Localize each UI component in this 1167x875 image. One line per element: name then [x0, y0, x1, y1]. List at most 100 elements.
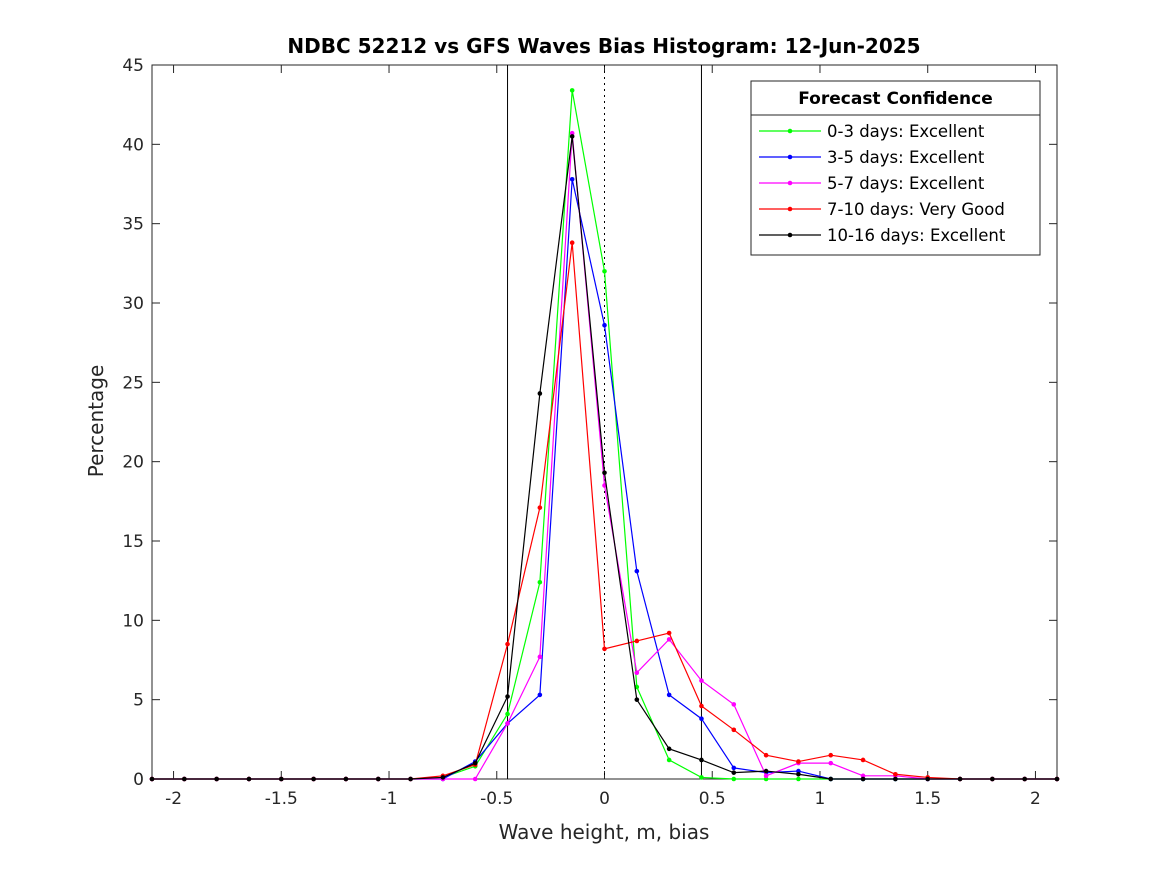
data-point	[537, 505, 543, 510]
data-point	[731, 776, 737, 782]
data-point	[602, 268, 607, 274]
data-point	[182, 776, 187, 782]
data-point	[278, 776, 284, 782]
data-point	[537, 692, 543, 698]
data-point	[893, 776, 898, 782]
data-point	[505, 711, 510, 717]
data-point	[602, 470, 607, 476]
legend-swatch-marker	[787, 232, 793, 238]
data-point	[828, 752, 834, 758]
data-point	[214, 776, 219, 782]
legend-swatch-marker	[787, 128, 793, 134]
legend-entry: 0-3 days: Excellent	[827, 122, 985, 141]
data-point	[828, 776, 834, 782]
data-point	[666, 757, 672, 763]
data-point	[893, 771, 898, 777]
data-point	[796, 771, 801, 777]
data-point	[505, 641, 510, 647]
data-point	[925, 776, 931, 782]
data-point	[731, 702, 737, 707]
y-tick-label: 15	[122, 532, 144, 552]
data-point	[602, 646, 607, 652]
legend-swatch-marker	[787, 154, 793, 160]
data-point	[472, 776, 478, 782]
series-5	[149, 134, 1060, 782]
legend-entry: 7-10 days: Very Good	[827, 200, 1005, 219]
data-point	[311, 776, 316, 782]
data-point	[763, 768, 769, 774]
data-point	[860, 757, 866, 763]
data-point	[731, 727, 737, 733]
legend: Forecast Confidence 0-3 days: Excellent 3-…	[750, 80, 1041, 256]
x-tick-label: -2	[165, 789, 182, 809]
legend-swatch-marker	[787, 180, 793, 186]
data-point	[666, 692, 672, 698]
y-tick-label: 30	[122, 294, 144, 314]
data-point	[408, 776, 413, 782]
data-point	[569, 88, 575, 93]
data-point	[472, 760, 478, 766]
data-point	[763, 752, 769, 758]
data-point	[634, 568, 640, 574]
y-tick-label: 35	[122, 215, 144, 235]
data-point	[731, 770, 737, 775]
data-point	[505, 694, 510, 699]
data-point	[957, 776, 963, 782]
data-point	[990, 776, 995, 782]
data-point	[860, 773, 866, 779]
data-point	[246, 776, 252, 782]
legend-entry: 10-16 days: Excellent	[827, 226, 1006, 245]
x-tick-label: 1	[815, 789, 826, 809]
data-point	[796, 776, 801, 782]
data-point	[666, 637, 672, 642]
x-axis-label: Wave height, m, bias	[499, 820, 710, 844]
y-tick-label: 25	[122, 373, 144, 393]
legend-entry: 5-7 days: Excellent	[827, 174, 985, 193]
y-tick-label: 40	[122, 135, 144, 155]
data-point	[699, 703, 704, 709]
y-tick-label: 5	[133, 691, 144, 711]
data-point	[569, 134, 575, 139]
data-point	[537, 391, 543, 396]
y-tick-label: 45	[122, 56, 144, 76]
y-tick-label: 0	[133, 770, 144, 790]
legend-title: Forecast Confidence	[798, 89, 993, 109]
data-point	[860, 776, 866, 782]
data-point	[634, 670, 640, 675]
y-axis-label: Percentage	[84, 365, 108, 478]
data-point	[634, 697, 640, 702]
data-point	[763, 773, 769, 779]
data-point	[602, 322, 607, 328]
data-point	[505, 721, 510, 726]
data-point	[569, 240, 575, 246]
x-tick-label: 0.5	[699, 789, 726, 809]
data-point	[537, 654, 543, 660]
data-point	[699, 775, 704, 780]
data-point	[634, 638, 640, 644]
data-point	[666, 630, 672, 636]
x-tick-label: -0.5	[480, 789, 513, 809]
x-tick-label: 1.5	[914, 789, 941, 809]
data-point	[1054, 776, 1060, 782]
x-tick-label: -1.5	[265, 789, 298, 809]
data-point	[699, 757, 704, 763]
data-point	[375, 776, 381, 782]
data-point	[828, 760, 834, 766]
data-point	[699, 716, 704, 722]
data-point	[763, 776, 769, 782]
data-point	[569, 130, 575, 136]
y-tick-label: 10	[122, 611, 144, 631]
data-point	[537, 579, 543, 585]
legend-entry: 3-5 days: Excellent	[827, 148, 985, 167]
y-tick-label: 20	[122, 453, 144, 473]
data-point	[796, 768, 801, 774]
legend-swatch-marker	[787, 206, 793, 212]
data-point	[666, 746, 672, 752]
data-point	[440, 775, 446, 780]
x-tick-label: 0	[599, 789, 610, 809]
legend-box	[750, 80, 1041, 256]
data-point	[1022, 776, 1027, 782]
data-point	[343, 776, 349, 782]
data-point	[699, 678, 704, 683]
